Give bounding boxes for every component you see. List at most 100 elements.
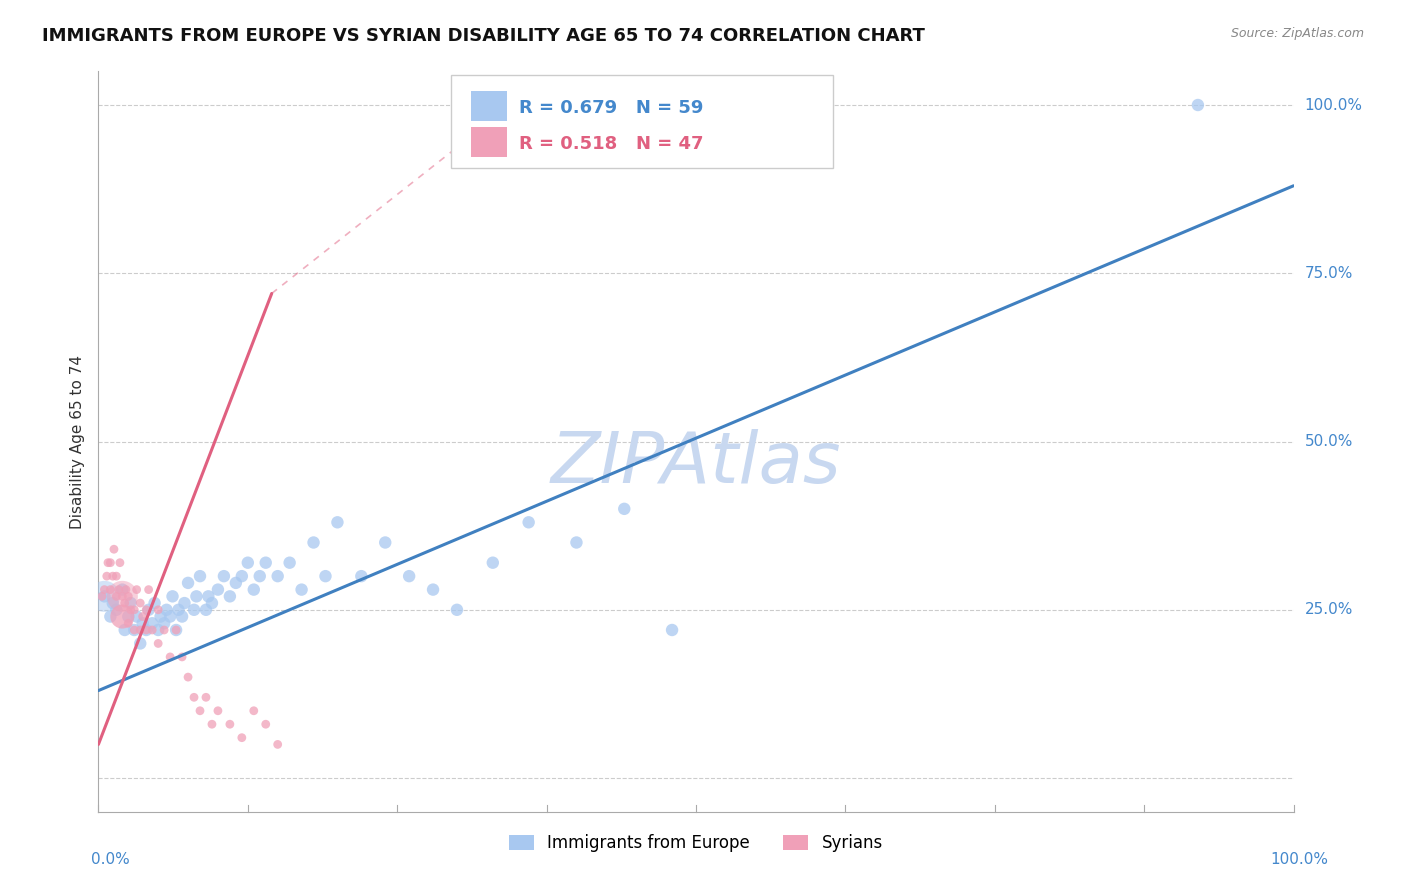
Point (661, 623, 683, 637)
Point (236, 556, 259, 570)
Point (101, 569, 124, 583)
Point (91, 590, 114, 604)
Text: 100.0%: 100.0% (1271, 852, 1329, 867)
Point (149, 609, 172, 624)
Point (481, 556, 505, 570)
Point (186, 590, 208, 604)
Point (1187, 98, 1209, 112)
Point (114, 623, 136, 637)
Point (165, 623, 187, 637)
Point (135, 623, 157, 637)
Point (111, 590, 134, 604)
Point (143, 596, 166, 610)
Point (613, 501, 636, 516)
Text: 100.0%: 100.0% (1305, 97, 1362, 112)
Point (117, 609, 139, 624)
Point (124, 623, 146, 637)
Point (114, 596, 136, 610)
Point (201, 596, 224, 610)
Point (141, 616, 163, 631)
Point (129, 623, 152, 637)
Point (138, 582, 160, 597)
Text: R = 0.518   N = 47: R = 0.518 N = 47 (519, 135, 703, 153)
Point (148, 603, 170, 617)
Point (124, 603, 146, 617)
Point (155, 603, 177, 617)
Point (517, 516, 540, 530)
Point (278, 556, 301, 570)
Point (96, 569, 118, 583)
Point (117, 616, 139, 631)
Point (111, 582, 134, 597)
Point (398, 569, 420, 583)
Point (125, 582, 148, 597)
Point (165, 623, 187, 637)
Point (173, 596, 195, 610)
Point (188, 704, 211, 718)
Point (153, 623, 176, 637)
Point (254, 556, 277, 570)
Point (172, 609, 194, 624)
Point (124, 623, 146, 637)
Point (374, 535, 396, 549)
Point (98, 556, 122, 570)
Text: 50.0%: 50.0% (1305, 434, 1353, 449)
Bar (471, 127, 508, 156)
Point (243, 582, 266, 597)
Point (129, 596, 152, 610)
Point (231, 569, 253, 583)
Point (172, 649, 194, 664)
Point (98, 582, 122, 597)
Point (177, 670, 200, 684)
Text: ZIPAtlas: ZIPAtlas (551, 429, 841, 499)
Point (225, 575, 247, 590)
Point (254, 717, 277, 731)
Point (111, 609, 134, 624)
Point (120, 596, 142, 610)
Point (105, 569, 128, 583)
Point (167, 603, 190, 617)
Point (111, 590, 134, 604)
Point (148, 623, 170, 637)
Point (107, 582, 129, 597)
Text: R = 0.679   N = 59: R = 0.679 N = 59 (519, 99, 703, 118)
Point (249, 569, 271, 583)
Point (93, 590, 115, 604)
Point (117, 590, 139, 604)
Text: IMMIGRANTS FROM EUROPE VS SYRIAN DISABILITY AGE 65 TO 74 CORRELATION CHART: IMMIGRANTS FROM EUROPE VS SYRIAN DISABIL… (42, 27, 925, 45)
Y-axis label: Disability Age 65 to 74: Disability Age 65 to 74 (69, 354, 84, 529)
Point (302, 535, 325, 549)
Point (207, 704, 229, 718)
Point (125, 609, 148, 624)
Point (315, 569, 337, 583)
Point (131, 616, 153, 631)
Point (98, 609, 122, 624)
Point (183, 603, 205, 617)
Point (138, 603, 160, 617)
Point (446, 603, 468, 617)
Point (267, 738, 290, 752)
Point (212, 569, 235, 583)
Point (103, 542, 125, 557)
Point (148, 636, 170, 650)
Point (267, 569, 290, 583)
Point (207, 582, 229, 597)
Point (159, 649, 181, 664)
Point (243, 704, 266, 718)
Point (153, 616, 176, 631)
Point (101, 596, 124, 610)
Point (201, 717, 224, 731)
Text: 75.0%: 75.0% (1305, 266, 1353, 281)
FancyBboxPatch shape (451, 75, 834, 168)
Point (93, 582, 115, 597)
Text: Source: ZipAtlas.com: Source: ZipAtlas.com (1230, 27, 1364, 40)
Point (422, 582, 444, 597)
Point (131, 609, 153, 624)
Point (499, 98, 522, 112)
Point (129, 636, 152, 650)
Point (108, 556, 131, 570)
Legend: Immigrants from Europe, Syrians: Immigrants from Europe, Syrians (502, 828, 890, 859)
Point (188, 569, 211, 583)
Point (115, 582, 138, 597)
Point (195, 603, 218, 617)
